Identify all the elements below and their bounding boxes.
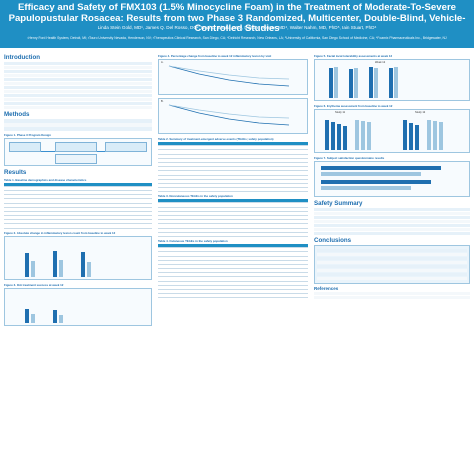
figure-3-caption: Figure 3. IGA treatment success at week …	[4, 282, 64, 287]
table-1-caption: Table 1. Baseline demographics and disea…	[4, 177, 87, 182]
figure-6-study12-label: Study 12	[415, 111, 426, 114]
figure-4b-chart: B.	[158, 98, 308, 134]
poster-authors: Linda Stein Gold, MD¹, James Q. Del Ross…	[97, 25, 377, 30]
table-3	[158, 199, 308, 237]
table-4	[158, 243, 308, 299]
table-2	[158, 142, 308, 193]
conclusions-box	[314, 245, 470, 284]
safety-summary-heading: Safety Summary	[314, 200, 363, 207]
figure-2-bar	[25, 252, 29, 277]
figure-1-diagram	[4, 137, 152, 166]
figure-6-bar	[343, 126, 347, 150]
table-2-caption: Table 2. Summary of treatment-emergent a…	[158, 137, 274, 141]
figure-3-bar	[31, 313, 35, 323]
figure-6-bar	[433, 121, 437, 150]
figure-2-bar	[81, 251, 85, 277]
references-text	[314, 291, 470, 300]
figure-4b-label: B.	[161, 100, 164, 103]
table-4-caption: Table 4. Cutaneous TEAEs in the safety p…	[158, 238, 228, 243]
figure-4a-label: A.	[161, 61, 164, 64]
figure-2-chart	[4, 235, 152, 280]
figure-6-bar	[331, 122, 335, 150]
figure-4b-line	[168, 104, 290, 126]
figure-7-bar	[321, 172, 421, 176]
figure-7-chart	[314, 161, 470, 197]
figure-5-caption: Figure 5. Facial local tolerability asse…	[314, 54, 393, 58]
figure-5-bar	[369, 67, 373, 98]
figure-6-study11-label: Study 11	[335, 111, 346, 114]
column-middle: Figure 4. Percentage change from baselin…	[158, 52, 308, 468]
methods-heading: Methods	[4, 111, 30, 119]
figure-6-caption: Figure 6. Erythema assessment from basel…	[314, 104, 393, 108]
poster-affiliations: ¹Henry Ford Health System, Detroit, MI; …	[27, 36, 447, 40]
figure-5-bar	[394, 67, 398, 98]
figure-6-bar	[415, 125, 419, 150]
figure-2-bar	[87, 261, 91, 277]
figure-4a-lines	[168, 65, 290, 87]
table-1	[4, 182, 152, 229]
figure-4b-line	[168, 104, 290, 119]
results-heading: Results	[4, 168, 27, 176]
figure-2-bar	[31, 260, 35, 277]
figure-5-bar	[349, 69, 353, 98]
references-heading: References	[314, 285, 339, 291]
figure-2-bar	[59, 259, 63, 277]
figure-7-bar	[321, 186, 411, 190]
figure-7-bar	[321, 180, 431, 184]
figure-5-bar	[374, 68, 378, 98]
introduction-text	[4, 62, 152, 110]
figure-1-caption: Figure 1. Phase 3 Program Design	[4, 132, 51, 137]
figure-4b-lines	[168, 104, 290, 126]
figure-6-bar	[427, 120, 431, 150]
figure-6-bar	[409, 123, 413, 150]
table-3-caption: Table 3. Noncutaneous TEAEs in the safet…	[158, 194, 233, 199]
figure-6-bar	[361, 121, 365, 150]
poster-title: Efficacy and Safety of FMX103 (1.5% Mino…	[8, 2, 466, 34]
figure-4a-line	[168, 65, 290, 87]
figure-6-bar	[367, 122, 371, 150]
figure-2-caption: Figure 2. Absolute change in inflammator…	[4, 230, 116, 235]
figure-5-chart: Week 12	[314, 59, 470, 101]
figure-5-bar	[389, 68, 393, 98]
figure-5-bar	[334, 67, 338, 98]
figure-3-bar	[53, 309, 57, 323]
column-right: Figure 5. Facial local tolerability asse…	[314, 52, 470, 468]
figure-7-caption: Figure 7. Subject satisfaction questionn…	[314, 156, 385, 160]
column-left: Introduction Methods Figure 1. Phase 3 P…	[4, 52, 152, 468]
safety-summary-text	[314, 208, 470, 236]
figure-2-bar	[53, 250, 57, 277]
figure-4a-line	[168, 65, 290, 80]
figure-4a-chart: A.	[158, 59, 308, 95]
figure-5-subtitle: Week 12	[375, 61, 386, 64]
poster-header: Efficacy and Safety of FMX103 (1.5% Mino…	[0, 0, 474, 48]
figure-3-bar	[25, 308, 29, 323]
conclusions-heading: Conclusions	[314, 237, 352, 245]
figure-6-bar	[403, 120, 407, 150]
figure-6-bar	[439, 122, 443, 150]
methods-text	[4, 119, 152, 131]
figure-5-bar	[354, 68, 358, 98]
figure-6-bar	[325, 120, 329, 150]
figure-6-chart: Study 11 Study 12	[314, 109, 470, 153]
figure-3-bar	[59, 314, 63, 323]
figure-6-bar	[355, 120, 359, 150]
figure-3-chart	[4, 287, 152, 326]
figure-6-bar	[337, 124, 341, 150]
figure-5-bar	[329, 68, 333, 98]
figure-4-caption: Figure 4. Percentage change from baselin…	[158, 54, 272, 58]
introduction-heading: Introduction	[4, 54, 41, 61]
figure-7-bar	[321, 166, 441, 170]
